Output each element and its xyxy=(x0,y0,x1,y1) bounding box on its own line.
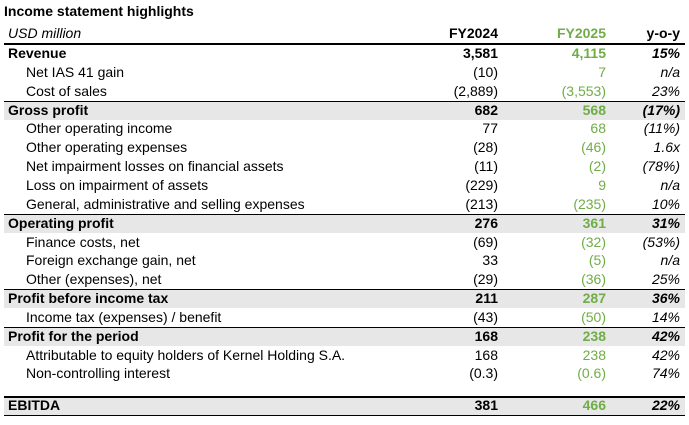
cell-yoy: 74% xyxy=(651,365,680,382)
cell-fy2024: (69) xyxy=(473,233,498,250)
cell-yoy: n/a xyxy=(660,63,680,80)
cell-fy2025: (36) xyxy=(581,271,606,288)
cell-fy2025: 68 xyxy=(590,120,606,137)
cell-fy2024: (213) xyxy=(465,195,498,212)
cell-yoy: 42% xyxy=(651,327,680,344)
column-header: FY2025 xyxy=(556,25,606,41)
row-label: Net IAS 41 gain xyxy=(26,63,125,80)
cell-fy2024: (2,889) xyxy=(453,82,498,99)
cell-yoy: 31% xyxy=(651,214,680,231)
cell-yoy: (53%) xyxy=(642,233,680,250)
cell-fy2025: 4,115 xyxy=(571,45,606,61)
row-label: Other (expenses), net xyxy=(26,271,162,288)
row-label: Non-controlling interest xyxy=(26,365,170,382)
cell-yoy: (11%) xyxy=(643,120,680,137)
cell-yoy: 1.6x xyxy=(653,139,680,156)
row-label: Operating profit xyxy=(8,214,114,231)
cell-fy2025: 9 xyxy=(598,176,606,193)
cell-fy2024: (29) xyxy=(473,271,498,288)
row-band xyxy=(4,396,685,415)
cell-fy2024: 33 xyxy=(482,252,498,269)
cell-yoy: 15% xyxy=(651,45,680,61)
row-label: Foreign exchange gain, net xyxy=(26,252,196,269)
cell-yoy: 14% xyxy=(651,308,680,325)
row-label: Net impairment losses on financial asset… xyxy=(26,158,284,175)
cell-fy2025: (3,553) xyxy=(561,82,606,99)
cell-fy2025: (2) xyxy=(588,158,606,175)
row-label: General, administrative and selling expe… xyxy=(26,195,305,212)
cell-fy2025: (32) xyxy=(581,233,606,250)
row-label: Revenue xyxy=(8,45,67,61)
row-band xyxy=(4,213,685,233)
cell-fy2025: 361 xyxy=(582,214,606,231)
row-label: Gross profit xyxy=(8,101,89,118)
rule xyxy=(4,396,685,398)
row-label: Profit before income tax xyxy=(8,290,169,307)
cell-yoy: n/a xyxy=(660,176,680,193)
rule xyxy=(4,326,685,328)
row-band xyxy=(4,100,685,120)
cell-fy2024: (11) xyxy=(474,158,498,175)
column-header: y-o-y xyxy=(646,25,680,41)
cell-fy2025: (235) xyxy=(573,195,606,212)
cell-yoy: (78%) xyxy=(642,158,680,175)
cell-fy2024: 211 xyxy=(475,290,498,307)
cell-yoy: 25% xyxy=(651,271,680,288)
cell-yoy: 36% xyxy=(651,290,680,307)
cell-fy2025: 238 xyxy=(582,327,606,344)
cell-yoy: n/a xyxy=(660,252,680,269)
cell-fy2024: 168 xyxy=(474,346,498,363)
cell-fy2024: 276 xyxy=(474,214,498,231)
cell-fy2024: 77 xyxy=(482,120,498,137)
cell-fy2025: (5) xyxy=(588,252,606,269)
cell-fy2025: 466 xyxy=(582,397,606,413)
row-band xyxy=(4,289,685,309)
cell-yoy: 22% xyxy=(651,397,680,413)
row-label: EBITDA xyxy=(8,397,61,413)
rule xyxy=(4,43,685,45)
rule xyxy=(4,415,685,416)
cell-yoy: (17%) xyxy=(642,101,680,118)
row-label: Profit for the period xyxy=(8,327,139,344)
cell-yoy: 42% xyxy=(651,346,680,363)
cell-fy2024: 381 xyxy=(474,397,498,413)
row-label: Other operating income xyxy=(26,120,173,137)
column-header: FY2024 xyxy=(448,25,498,41)
row-label: Cost of sales xyxy=(26,82,107,99)
row-label: Finance costs, net xyxy=(26,233,140,250)
row-label: Other operating expenses xyxy=(26,139,188,156)
column-header: USD million xyxy=(8,25,82,41)
cell-fy2024: 3,581 xyxy=(462,45,498,61)
cell-fy2024: (28) xyxy=(473,139,498,156)
cell-fy2024: (10) xyxy=(473,63,498,80)
title: Income statement highlights xyxy=(4,3,194,19)
cell-fy2025: 287 xyxy=(582,290,606,307)
cell-fy2024: 682 xyxy=(474,101,498,118)
cell-fy2025: 568 xyxy=(582,101,606,118)
rule xyxy=(4,100,685,102)
cell-fy2024: 168 xyxy=(474,327,498,344)
row-band xyxy=(4,326,685,346)
cell-fy2025: (50) xyxy=(581,308,606,325)
cell-fy2024: (229) xyxy=(465,176,498,193)
cell-fy2025: (46) xyxy=(581,139,606,156)
cell-fy2025: 7 xyxy=(598,63,606,80)
rule xyxy=(4,289,685,291)
row-label: Attributable to equity holders of Kernel… xyxy=(26,346,346,363)
cell-fy2024: (0.3) xyxy=(469,365,498,382)
cell-fy2024: (43) xyxy=(473,308,498,325)
cell-fy2025: 238 xyxy=(582,346,606,363)
cell-fy2025: (0.6) xyxy=(577,365,606,382)
row-label: Income tax (expenses) / benefit xyxy=(26,308,222,325)
row-label: Loss on impairment of assets xyxy=(26,176,209,193)
cell-yoy: 10% xyxy=(651,195,680,212)
cell-yoy: 23% xyxy=(651,82,680,99)
rule xyxy=(4,213,685,215)
